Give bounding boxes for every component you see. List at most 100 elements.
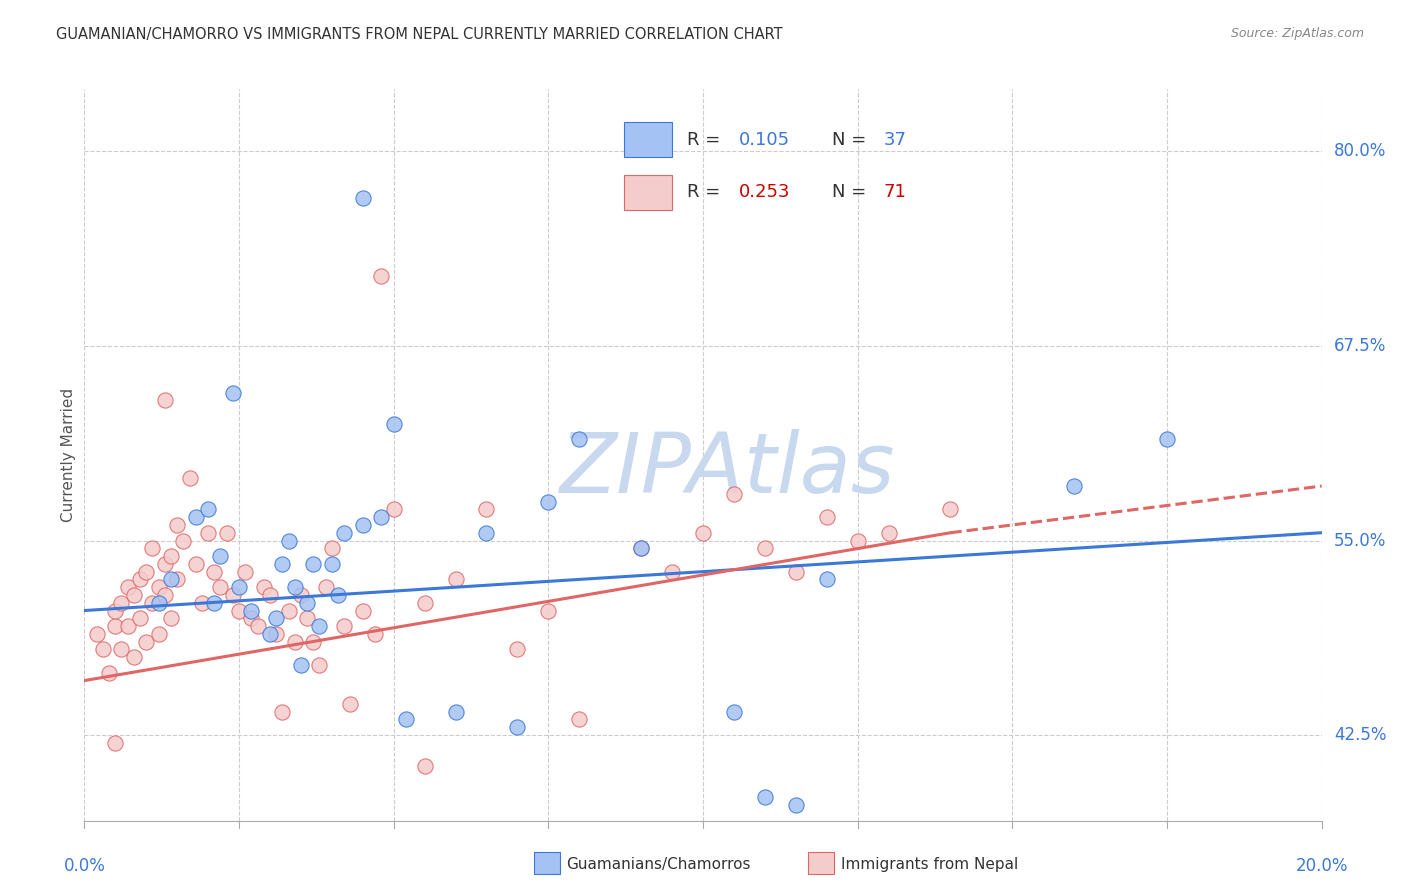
Point	[370, 510, 392, 524]
Point	[723, 487, 745, 501]
Text: 80.0%: 80.0%	[1334, 143, 1386, 161]
Point	[141, 541, 163, 556]
Point	[197, 525, 219, 540]
Point	[135, 565, 157, 579]
Point	[153, 557, 176, 571]
Point	[339, 697, 361, 711]
Point	[302, 557, 325, 571]
Point	[877, 525, 900, 540]
Point	[537, 603, 560, 617]
Text: 42.5%: 42.5%	[1334, 726, 1386, 744]
Point	[352, 191, 374, 205]
Point	[846, 533, 869, 548]
Point	[166, 518, 188, 533]
Point	[754, 541, 776, 556]
Point	[153, 393, 176, 408]
Point	[723, 705, 745, 719]
Y-axis label: Currently Married: Currently Married	[60, 388, 76, 522]
Point	[184, 557, 207, 571]
Text: 0.0%: 0.0%	[63, 857, 105, 875]
Point	[352, 603, 374, 617]
Point	[141, 596, 163, 610]
Point	[277, 603, 299, 617]
Point	[475, 502, 498, 516]
Point	[172, 533, 194, 548]
Point	[370, 268, 392, 283]
Text: 20.0%: 20.0%	[1295, 857, 1348, 875]
Point	[271, 705, 294, 719]
Point	[209, 580, 232, 594]
Point	[104, 736, 127, 750]
Point	[191, 596, 214, 610]
Point	[284, 634, 307, 648]
Text: 71: 71	[883, 184, 907, 202]
Point	[104, 619, 127, 633]
Point	[506, 642, 529, 657]
Point	[692, 525, 714, 540]
Point	[246, 619, 269, 633]
Point	[302, 634, 325, 648]
Point	[197, 502, 219, 516]
Point	[166, 573, 188, 587]
Point	[444, 573, 467, 587]
Point	[661, 565, 683, 579]
Point	[315, 580, 337, 594]
Point	[568, 713, 591, 727]
Text: 67.5%: 67.5%	[1334, 337, 1386, 355]
Point	[259, 588, 281, 602]
Point	[110, 642, 132, 657]
Point	[202, 565, 225, 579]
Text: 37: 37	[883, 130, 907, 149]
Point	[264, 611, 287, 625]
Text: R =: R =	[688, 130, 725, 149]
Point	[382, 417, 405, 431]
Point	[413, 596, 436, 610]
Text: Guamanians/Chamorros: Guamanians/Chamorros	[567, 857, 751, 871]
Point	[209, 549, 232, 563]
Point	[939, 502, 962, 516]
Text: N =: N =	[832, 184, 872, 202]
Text: Source: ZipAtlas.com: Source: ZipAtlas.com	[1230, 27, 1364, 40]
Point	[86, 627, 108, 641]
Point	[395, 713, 418, 727]
Point	[1063, 479, 1085, 493]
Point	[117, 580, 139, 594]
Point	[333, 619, 356, 633]
Point	[785, 565, 807, 579]
FancyBboxPatch shape	[624, 175, 672, 210]
Point	[160, 549, 183, 563]
Text: GUAMANIAN/CHAMORRO VS IMMIGRANTS FROM NEPAL CURRENTLY MARRIED CORRELATION CHART: GUAMANIAN/CHAMORRO VS IMMIGRANTS FROM NE…	[56, 27, 783, 42]
Point	[290, 588, 312, 602]
Point	[537, 494, 560, 508]
Point	[352, 518, 374, 533]
FancyBboxPatch shape	[624, 122, 672, 157]
Text: 0.253: 0.253	[740, 184, 790, 202]
Point	[222, 385, 245, 400]
Point	[222, 588, 245, 602]
Point	[122, 588, 145, 602]
Text: R =: R =	[688, 184, 725, 202]
Point	[228, 580, 250, 594]
Point	[815, 573, 838, 587]
Point	[308, 658, 330, 673]
Point	[475, 525, 498, 540]
Point	[264, 627, 287, 641]
Point	[1156, 433, 1178, 447]
Point	[148, 580, 170, 594]
Text: Immigrants from Nepal: Immigrants from Nepal	[841, 857, 1018, 871]
Point	[630, 541, 652, 556]
Point	[110, 596, 132, 610]
Point	[295, 596, 318, 610]
Point	[153, 588, 176, 602]
Point	[506, 720, 529, 734]
Point	[630, 541, 652, 556]
Point	[785, 798, 807, 813]
Point	[179, 471, 201, 485]
Point	[122, 650, 145, 665]
Point	[240, 611, 263, 625]
Point	[117, 619, 139, 633]
Point	[160, 573, 183, 587]
Point	[160, 611, 183, 625]
Point	[568, 433, 591, 447]
Point	[290, 658, 312, 673]
